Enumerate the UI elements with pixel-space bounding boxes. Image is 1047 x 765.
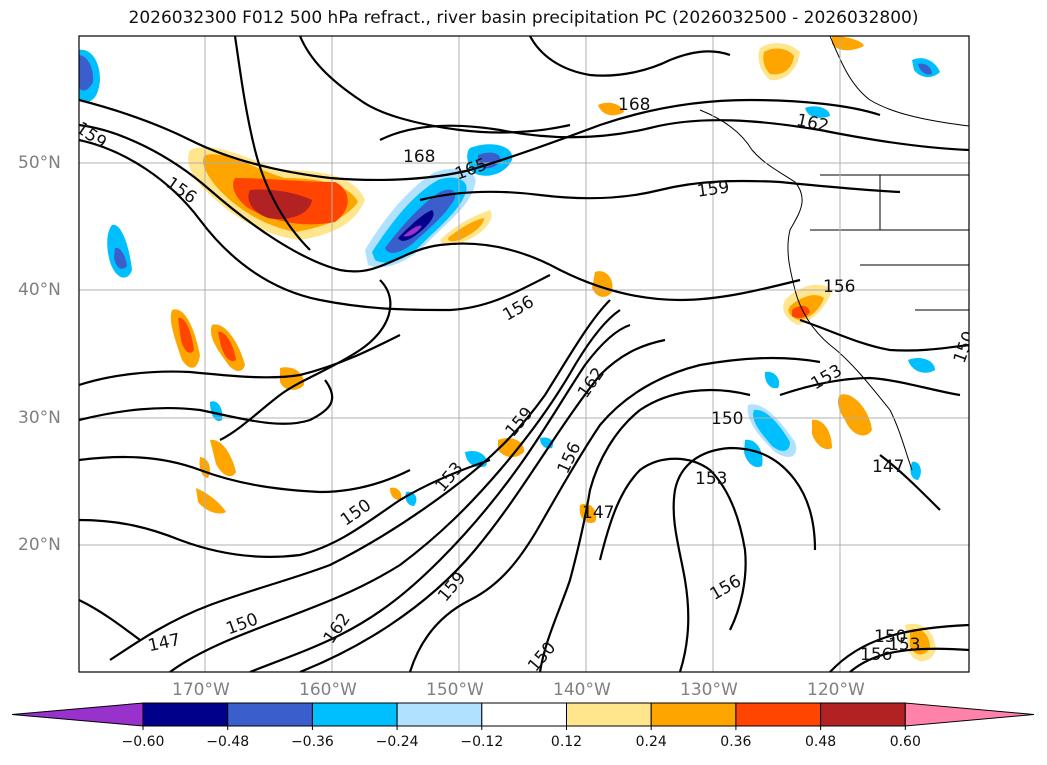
lon-label-140w: 140°W: [553, 680, 611, 700]
colorbar-tick-label: 0.60: [889, 734, 921, 750]
map-title: 2026032300 F012 500 hPa refract., river …: [128, 8, 919, 28]
refractivity-contours: [79, 36, 969, 672]
contour-label: 168: [618, 95, 650, 115]
contour-label: 150: [874, 627, 906, 647]
contour-label: 153: [695, 469, 727, 489]
colorbar-tick-label: −0.12: [460, 734, 504, 750]
lat-label-20n: 20°N: [18, 535, 61, 555]
lat-label-30n: 30°N: [18, 408, 61, 428]
colorbar-tick-label: −0.36: [290, 734, 334, 750]
contour-label: 147: [872, 457, 904, 477]
colorbar-segment: [481, 702, 567, 727]
lat-label-40n: 40°N: [18, 280, 61, 300]
lat-label-50n: 50°N: [18, 153, 61, 173]
colorbar-segment: [396, 702, 483, 727]
contour-label: 150: [711, 409, 743, 429]
colorbar-segment: [566, 702, 652, 727]
colorbar-extend-min: [11, 702, 144, 727]
colorbar-tick-label: 0.36: [720, 734, 752, 750]
coastlines: [699, 36, 969, 471]
contour-label: 147: [582, 503, 614, 523]
colorbar-segment: [735, 702, 822, 727]
colorbar-segment: [820, 702, 906, 727]
colorbar-segment: [650, 702, 737, 727]
colorbar-segment: [311, 702, 398, 727]
colorbar-tick-label: −0.48: [206, 734, 250, 750]
colorbar: [11, 702, 1035, 730]
contour-label: 156: [823, 277, 855, 297]
colorbar-tick-label: 0.12: [550, 734, 583, 750]
colorbar-tick-label: 0.48: [805, 734, 837, 750]
contour-label: 156: [860, 645, 892, 665]
contour-label: 153: [888, 635, 920, 655]
lon-label-120w: 120°W: [807, 680, 865, 700]
colorbar-segment: [227, 702, 313, 727]
contour-label: 159: [696, 177, 731, 201]
lon-label-170w: 170°W: [172, 680, 230, 700]
lon-label-130w: 130°W: [680, 680, 738, 700]
map-border: [78, 35, 970, 673]
lon-label-160w: 160°W: [299, 680, 357, 700]
lon-label-150w: 150°W: [426, 680, 484, 700]
contour-label: 168: [403, 147, 435, 167]
colorbar-tick-label: −0.24: [375, 734, 419, 750]
precip-shading: [79, 36, 940, 662]
colorbar-tick-label: −0.60: [121, 734, 165, 750]
graticule: [79, 36, 969, 672]
colorbar-extend-max: [904, 702, 1035, 727]
colorbar-segment: [142, 702, 229, 727]
colorbar-tick-label: 0.24: [635, 734, 667, 750]
